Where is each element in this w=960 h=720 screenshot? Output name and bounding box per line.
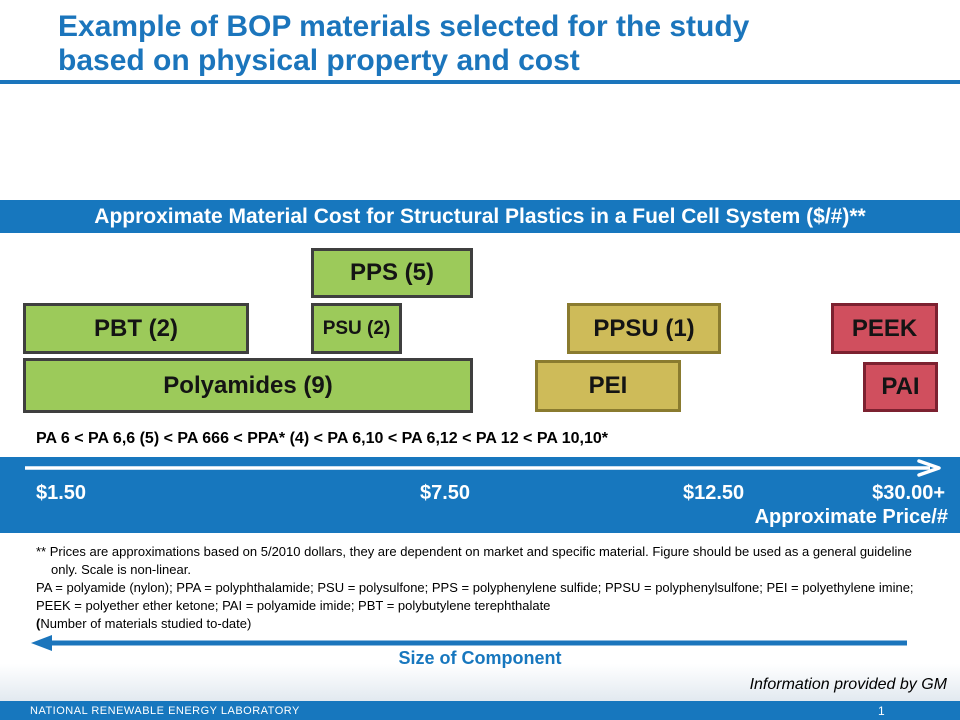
page-number: 1 xyxy=(878,704,885,718)
footnote-prices-line1: ** Prices are approximations based on 5/… xyxy=(36,544,912,559)
footnote-prices-line2: only. Scale is non-linear. xyxy=(51,562,191,577)
footnotes: ** Prices are approximations based on 5/… xyxy=(36,543,940,633)
price-axis-arrow-icon xyxy=(25,459,941,477)
footnote-count-note-paren: ( xyxy=(36,616,41,631)
chart-title-banner: Approximate Material Cost for Structural… xyxy=(0,200,960,233)
bottom-gradient xyxy=(0,664,960,701)
material-box-polyamides: Polyamides (9) xyxy=(23,358,473,413)
price-tick-4: $30.00+ xyxy=(872,482,945,504)
polyamide-ordering-text: PA 6 < PA 6,6 (5) < PA 666 < PPA* (4) < … xyxy=(36,430,608,447)
footnote-count-note-text: Number of materials studied to-date) xyxy=(40,616,252,631)
material-box-pei: PEI xyxy=(535,360,681,412)
material-box-ppsu: PPSU (1) xyxy=(567,303,721,354)
slide-title-line2: based on physical property and cost xyxy=(58,44,580,77)
price-tick-1: $1.50 xyxy=(36,482,87,504)
price-tick-3: $12.50 xyxy=(683,482,745,504)
slide-title-line1: Example of BOP materials selected for th… xyxy=(58,10,750,43)
material-box-peek: PEEK xyxy=(831,303,938,354)
price-axis-label: Approximate Price/# xyxy=(754,506,948,528)
footer-organization: NATIONAL RENEWABLE ENERGY LABORATORY xyxy=(30,705,300,717)
price-axis-bar: $1.50 $7.50 $12.50 $30.00+ Approximate P… xyxy=(0,457,960,533)
material-box-pps: PPS (5) xyxy=(311,248,473,298)
title-underline xyxy=(0,80,960,84)
size-axis-arrow-icon xyxy=(31,635,907,651)
slide-title: Example of BOP materials selected for th… xyxy=(58,10,938,78)
price-tick-2: $7.50 xyxy=(420,482,471,504)
material-box-psu: PSU (2) xyxy=(311,303,402,354)
footnote-abbreviations-line2: PEEK = polyether ether ketone; PAI = pol… xyxy=(36,598,551,613)
material-box-pai: PAI xyxy=(863,362,938,412)
footnote-abbreviations-line1: PA = polyamide (nylon); PPA = polyphthal… xyxy=(36,580,914,595)
footnote-count-note: (Number of materials studied to-date) xyxy=(36,615,940,633)
size-axis-label: Size of Component xyxy=(398,648,562,668)
footer-bar: NATIONAL RENEWABLE ENERGY LABORATORY 1 xyxy=(0,701,960,720)
material-box-pbt: PBT (2) xyxy=(23,303,249,354)
credit-text: Information provided by GM xyxy=(749,676,947,693)
